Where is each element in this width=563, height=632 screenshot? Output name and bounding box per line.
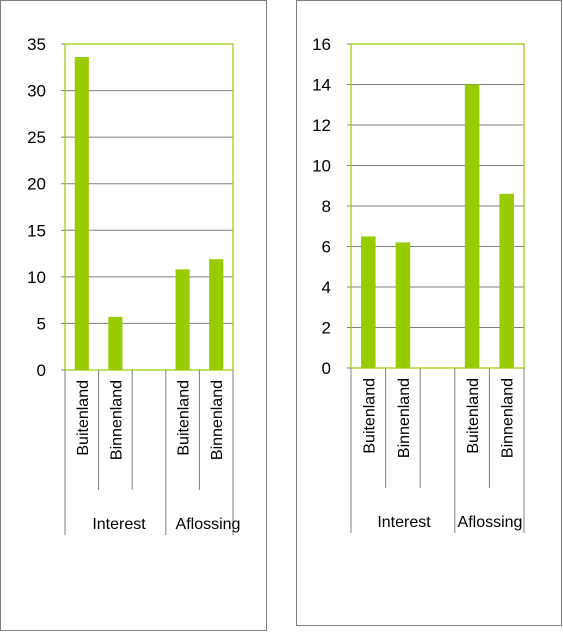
y-tick-label: 20 [27, 175, 46, 194]
plot-area-border [350, 43, 525, 369]
bar [209, 259, 224, 370]
y-tick-label: 4 [322, 278, 331, 297]
group-label: Aflossing [176, 516, 241, 533]
chart-frame [0, 0, 267, 631]
category-label: Binnenland [500, 378, 517, 458]
bar [108, 316, 123, 370]
category-label: Binnenland [209, 380, 226, 460]
category-label: Buitenland [361, 378, 378, 454]
bar [361, 236, 376, 368]
chart-frame [296, 0, 562, 626]
y-tick-label: 6 [322, 238, 331, 257]
y-tick-label: 25 [27, 128, 46, 147]
y-tick-label: 30 [27, 82, 46, 101]
y-tick-label: 0 [322, 359, 331, 378]
group-label: Aflossing [458, 514, 523, 531]
y-tick-label: 8 [322, 197, 331, 216]
category-label: Buitenland [465, 378, 482, 454]
y-tick-label: 10 [312, 157, 331, 176]
y-tick-label: 10 [27, 268, 46, 287]
group-label: Interest [377, 514, 431, 531]
y-tick-label: 12 [312, 116, 331, 135]
category-label: Binnenland [396, 378, 413, 458]
y-tick-label: 2 [322, 319, 331, 338]
bar [175, 269, 190, 370]
category-label: Binnenland [108, 380, 125, 460]
y-tick-label: 35 [27, 35, 46, 54]
chart-left: 0 5 10 15 20 25 30 35 Buitenland Binnenland Buiten… [0, 0, 267, 631]
bar [74, 57, 89, 370]
category-label: Buitenland [75, 380, 92, 456]
y-tick-label: 16 [312, 35, 331, 54]
y-tick-label: 5 [37, 314, 46, 333]
bar [499, 193, 514, 368]
category-label: Buitenland [176, 380, 193, 456]
plot-area-border [64, 43, 234, 371]
bar [464, 84, 480, 368]
bar [395, 242, 411, 368]
group-label: Interest [92, 516, 146, 533]
y-tick-label: 14 [312, 76, 331, 95]
y-tick-label: 15 [27, 221, 46, 240]
y-tick-label: 0 [37, 361, 46, 380]
